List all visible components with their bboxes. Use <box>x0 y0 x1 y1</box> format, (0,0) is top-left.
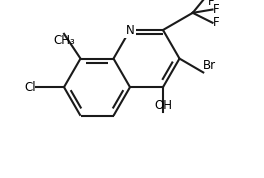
Text: F: F <box>208 0 214 8</box>
Text: Br: Br <box>203 59 216 72</box>
Text: F: F <box>213 16 219 29</box>
Text: F: F <box>213 3 219 16</box>
Text: N: N <box>126 23 134 36</box>
Text: CH₃: CH₃ <box>53 34 75 47</box>
Text: OH: OH <box>154 99 172 112</box>
Text: Cl: Cl <box>24 81 36 94</box>
